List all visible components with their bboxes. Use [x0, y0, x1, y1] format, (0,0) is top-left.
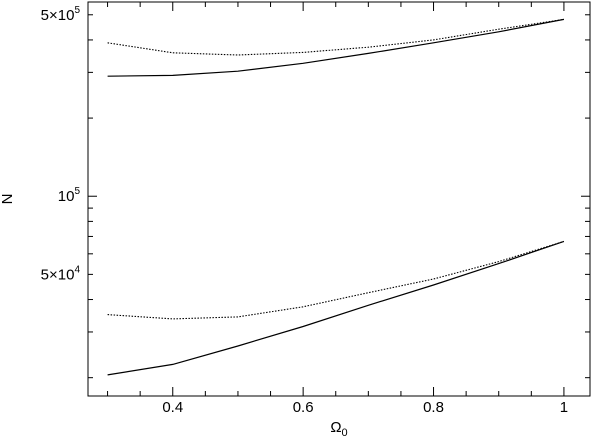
axis-ticks	[88, 2, 590, 396]
series-line-1	[107, 18, 564, 56]
series-line-4	[107, 240, 565, 376]
x-tick-label: 1	[560, 399, 568, 416]
y-tick-label: 105	[58, 186, 81, 205]
x-axis-label: Ω0	[330, 419, 347, 438]
series-group	[107, 18, 565, 376]
series-line-3	[107, 240, 565, 320]
y-tick-labels: 5×105 105 5×104	[41, 5, 81, 284]
y-tick-label: 5×104	[41, 264, 81, 283]
x-tick-label: 0.8	[423, 399, 444, 416]
y-tick-label: 5×105	[41, 5, 81, 24]
y-axis-label: N	[0, 194, 16, 205]
plot-frame	[87, 1, 591, 397]
x-tick-label: 0.4	[162, 399, 183, 416]
x-tick-label: 0.6	[293, 399, 314, 416]
x-tick-labels: 0.4 0.6 0.8 1	[162, 399, 568, 416]
series-line-2	[107, 18, 565, 77]
